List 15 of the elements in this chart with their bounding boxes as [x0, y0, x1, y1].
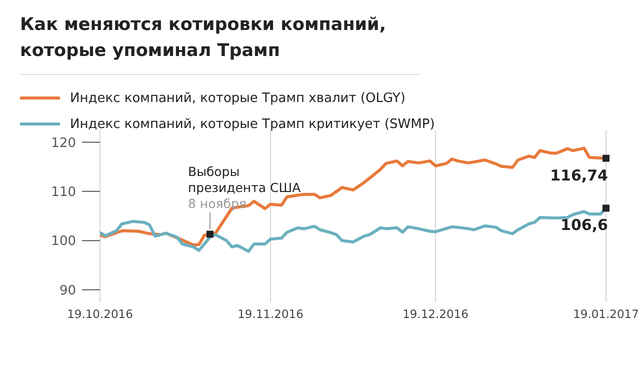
y-tick-label: 120 [51, 136, 76, 151]
x-tick-label: 19.11.2016 [238, 307, 304, 322]
x-tick-label: 19.01.2017 [573, 307, 639, 322]
legend-label: Индекс компаний, которые Трамп критикует (SWMP) [70, 116, 435, 132]
data-label: 116,74 [550, 166, 608, 184]
y-tick-label: 110 [51, 185, 76, 200]
data-label: 106,6 [560, 216, 608, 234]
chart-title: Как меняются котировки компаний, которые упоминал Трамп [20, 12, 420, 75]
legend-label: Индекс компаний, которые Трамп хвалит (OLGY) [70, 90, 406, 106]
x-tick-label: 19.10.2016 [67, 307, 133, 322]
y-tick-label: 100 [51, 234, 76, 250]
annotation: Выборы президента США [188, 164, 302, 196]
y-tick-label: 90 [59, 283, 76, 298]
annotation: 8 ноября [188, 196, 246, 212]
x-tick-label: 19.12.2016 [402, 307, 468, 322]
